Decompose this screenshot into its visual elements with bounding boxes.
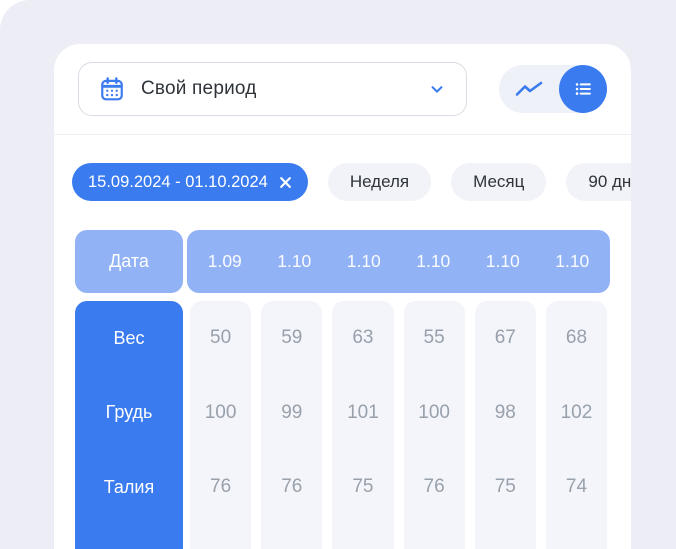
date-header-cell: 1.10 xyxy=(485,251,520,271)
cell-value: 76 xyxy=(423,476,445,498)
cell-value: 102 xyxy=(560,401,593,423)
cell-value: 59 xyxy=(281,327,303,349)
calendar-icon xyxy=(99,76,125,102)
cell-value: 100 xyxy=(418,401,450,423)
data-column: 55 100 76 xyxy=(403,301,465,549)
filter-chips-row: 15.09.2024 - 01.10.2024 Неделя Месяц 90 … xyxy=(72,163,631,201)
cell-value: 74 xyxy=(565,476,588,498)
view-toggle xyxy=(499,65,607,113)
measurements-card: Свой период xyxy=(54,44,631,549)
cell-value: 68 xyxy=(565,327,588,349)
cell-value: 100 xyxy=(204,401,237,423)
cell-value: 76 xyxy=(210,476,232,498)
chart-view-button[interactable] xyxy=(499,81,559,97)
chip-90-days-label: 90 дн xyxy=(588,172,631,191)
data-columns: 50 100 76 59 99 76 63 101 75 xyxy=(187,301,610,549)
date-header-cell: 1.10 xyxy=(346,251,381,271)
cell-value: 55 xyxy=(423,327,445,349)
data-column: 67 98 75 xyxy=(474,301,536,549)
cell-value: 76 xyxy=(281,476,303,498)
date-header-cell: 1.09 xyxy=(207,251,242,271)
table-header-row: Дата 1.09 1.10 1.10 1.10 1.10 1.10 xyxy=(75,230,610,293)
data-column: 50 100 76 xyxy=(190,301,252,549)
line-chart-icon xyxy=(515,81,543,97)
period-select-dropdown[interactable]: Свой период xyxy=(78,62,467,116)
card-header: Свой период xyxy=(54,44,631,135)
chip-week[interactable]: Неделя xyxy=(327,163,432,201)
row-label-waist: Талия xyxy=(103,476,155,497)
data-column: 63 101 75 xyxy=(332,301,394,549)
table-view-button[interactable] xyxy=(559,65,607,113)
cell-value: 75 xyxy=(352,476,374,498)
chip-date-range-label: 15.09.2024 - 01.10.2024 xyxy=(88,172,268,191)
date-header-cell: 1.10 xyxy=(277,251,312,271)
chip-week-label: Неделя xyxy=(349,172,410,191)
row-label-weight: Вес xyxy=(113,327,145,348)
measurements-table: Дата 1.09 1.10 1.10 1.10 1.10 1.10 Вес Г… xyxy=(75,230,610,549)
dates-header-strip: 1.09 1.10 1.10 1.10 1.10 1.10 xyxy=(187,230,610,293)
row-label-chest: Грудь xyxy=(105,402,153,423)
data-column: 59 99 76 xyxy=(261,301,323,549)
corner-header-cell: Дата xyxy=(75,230,183,293)
cell-value: 99 xyxy=(281,401,303,423)
cell-value: 75 xyxy=(494,476,516,498)
cell-value: 50 xyxy=(210,327,232,349)
cell-value: 63 xyxy=(352,327,374,349)
row-labels-column: Вес Грудь Талия xyxy=(75,301,183,549)
cell-value: 67 xyxy=(494,327,516,349)
period-select-label: Свой период xyxy=(141,78,257,99)
table-body: Вес Грудь Талия 50 100 76 59 99 76 xyxy=(75,301,610,549)
date-header-cell: 1.10 xyxy=(416,251,451,271)
chip-month[interactable]: Месяц xyxy=(451,163,547,201)
chip-90-days[interactable]: 90 дн xyxy=(566,163,631,201)
chip-month-label: Месяц xyxy=(473,172,525,191)
close-icon[interactable] xyxy=(279,176,292,189)
chip-date-range[interactable]: 15.09.2024 - 01.10.2024 xyxy=(72,163,308,201)
list-icon xyxy=(572,78,594,100)
cell-value: 98 xyxy=(494,401,516,423)
data-column: 68 102 74 xyxy=(545,301,608,549)
cell-value: 101 xyxy=(347,401,379,423)
chevron-down-icon xyxy=(428,80,446,98)
date-header-cell: 1.10 xyxy=(555,251,590,271)
